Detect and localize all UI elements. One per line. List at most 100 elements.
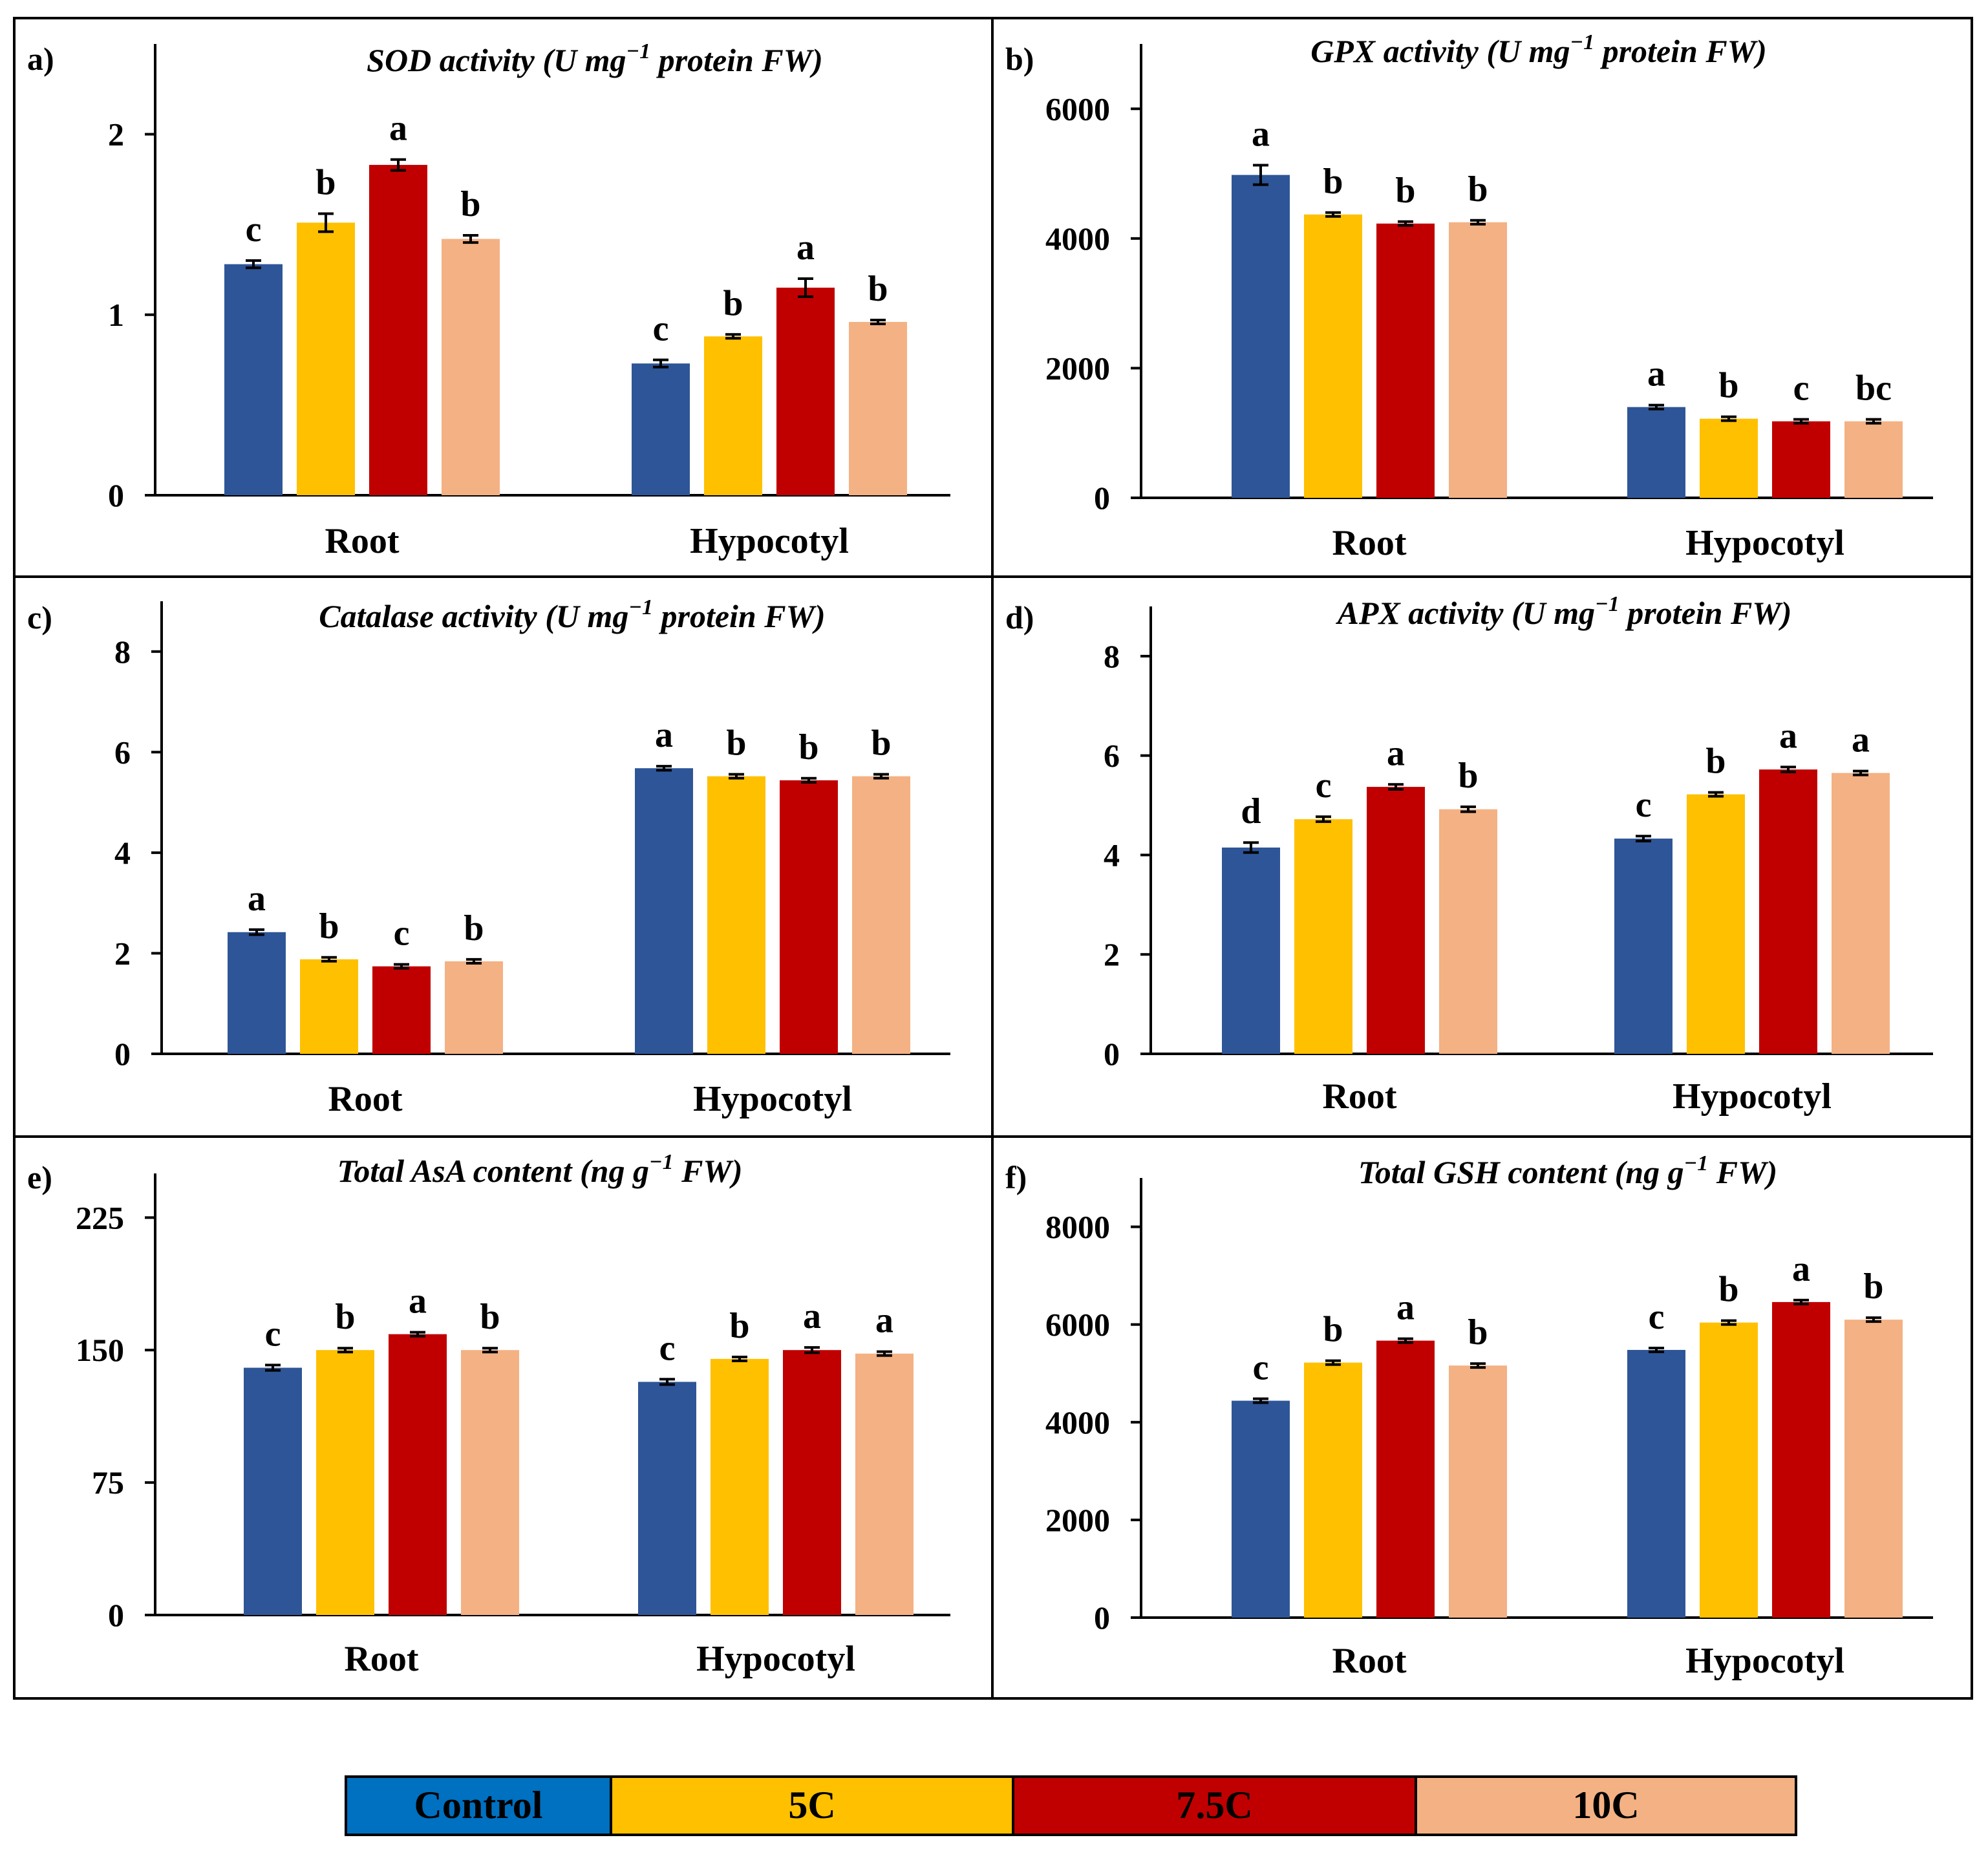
bar-10c-root — [461, 1350, 519, 1615]
bar-control-hypocotyl — [1627, 1349, 1685, 1618]
panel-border — [991, 1135, 1973, 1700]
significance-letter: b — [315, 162, 336, 202]
chart-title: SOD activity (U mg−1 protein FW) — [367, 39, 823, 78]
chart-title: APX activity (U mg−1 protein FW) — [1336, 592, 1792, 631]
panel-e: e) Total AsA content (ng g−1 FW) 0 75 150 225… — [13, 1135, 994, 1700]
significance-letter: b — [871, 723, 891, 764]
legend-swatch-5c — [610, 1775, 1014, 1836]
bar-control-root — [228, 932, 286, 1054]
significance-letter: a — [796, 228, 815, 268]
significance-letter: c — [1316, 765, 1332, 806]
x-category-label: Root — [328, 1079, 402, 1119]
significance-letter: a — [1779, 716, 1797, 756]
significance-letter: c — [1649, 1297, 1665, 1337]
y-tick-label: 8 — [114, 634, 131, 670]
significance-letter: a — [1396, 1288, 1415, 1328]
panel-label: e) — [27, 1159, 52, 1195]
panel-label: a) — [27, 41, 54, 77]
significance-letter: a — [1252, 114, 1270, 155]
bar-10c-root — [1439, 809, 1497, 1054]
bar-75c-hypocotyl — [776, 287, 835, 495]
y-tick-label: 4000 — [1045, 1404, 1110, 1440]
bar-5c-hypocotyl — [704, 336, 762, 495]
y-tick-label: 6000 — [1045, 1307, 1110, 1343]
significance-letter: b — [798, 727, 818, 767]
x-category-label: Hypocotyl — [696, 1639, 855, 1679]
significance-letter: b — [1705, 742, 1726, 782]
bar-10c-hypocotyl — [1832, 773, 1890, 1054]
x-category-label: Root — [1322, 1076, 1396, 1117]
significance-letter: b — [723, 283, 743, 323]
significance-letter: b — [1718, 366, 1738, 406]
significance-letter: b — [1863, 1267, 1883, 1307]
x-category-label: Hypocotyl — [1685, 523, 1844, 563]
significance-letter: a — [655, 715, 673, 755]
bar-10c-hypocotyl — [849, 321, 907, 495]
significance-letter: c — [1636, 785, 1652, 825]
significance-letter: a — [389, 109, 407, 149]
bar-control-hypocotyl — [638, 1382, 696, 1615]
bar-control-root — [1232, 1400, 1290, 1618]
y-tick-label: 6 — [114, 734, 131, 770]
panel-b: b) GPX activity (U mg−1 protein FW) 0 2000 4… — [991, 17, 1973, 578]
y-tick-label: 1 — [108, 297, 124, 333]
significance-letter: a — [1387, 733, 1405, 773]
y-tick-label: 2 — [108, 116, 124, 153]
bar-5c-root — [1304, 1362, 1362, 1618]
significance-letter: a — [1647, 354, 1665, 394]
bar-5c-root — [1304, 214, 1362, 498]
x-category-label: Hypocotyl — [1685, 1641, 1844, 1681]
bar-5c-hypocotyl — [1700, 1322, 1758, 1618]
bar-10c-hypocotyl — [852, 776, 910, 1054]
legend-label: 5C — [788, 1784, 835, 1826]
y-tick-label: 4 — [1104, 837, 1120, 873]
legend-label: 10C — [1572, 1784, 1639, 1826]
significance-letter: c — [246, 209, 262, 250]
panel-label: d) — [1005, 599, 1034, 636]
y-tick-label: 0 — [1104, 1036, 1120, 1072]
significance-letter: b — [1323, 162, 1343, 202]
significance-letter: c — [1793, 369, 1810, 409]
y-tick-label: 2000 — [1045, 350, 1110, 386]
bar-10c-root — [445, 961, 503, 1054]
y-tick-label: 2 — [114, 935, 131, 971]
significance-letter: b — [729, 1306, 749, 1346]
panels: a) SOD activity (U mg−1 protein FW) 0 1 2 Roo… — [13, 17, 1973, 1700]
legend-label: Control — [414, 1784, 543, 1826]
legend-swatch-control — [345, 1775, 612, 1836]
significance-letter: c — [653, 309, 669, 349]
bar-control-hypocotyl — [1627, 407, 1685, 498]
bar-control-hypocotyl — [632, 363, 690, 495]
legend-swatch-75c — [1012, 1775, 1417, 1836]
panel-d: d) APX activity (U mg−1 protein FW) 0 2 4 6 8 R… — [991, 575, 1973, 1138]
bar-75c-root — [1376, 1340, 1435, 1618]
significance-letter: b — [1323, 1310, 1343, 1350]
bar-75c-hypocotyl — [1772, 1301, 1830, 1618]
significance-letter: c — [265, 1314, 281, 1354]
significance-letter: a — [803, 1296, 821, 1336]
significance-letter: b — [460, 184, 480, 224]
significance-letter: b — [1395, 171, 1415, 211]
bar-10c-root — [1449, 222, 1507, 498]
significance-letter: b — [1718, 1270, 1738, 1310]
significance-letter: b — [335, 1297, 355, 1337]
bar-75c-root — [1367, 787, 1425, 1054]
bar-10c-root — [442, 239, 500, 495]
bar-10c-root — [1449, 1365, 1507, 1618]
bar-5c-hypocotyl — [1700, 418, 1758, 498]
y-tick-label: 2 — [1104, 936, 1120, 972]
y-tick-label: 2000 — [1045, 1502, 1110, 1538]
significance-letter: bc — [1855, 369, 1892, 409]
bar-10c-hypocotyl — [1844, 421, 1903, 498]
panel-c: c) Catalase activity (U mg−1 protein FW) 0… — [13, 575, 994, 1138]
x-category-label: Root — [344, 1639, 418, 1679]
bar-control-root — [224, 264, 283, 495]
significance-letter: a — [1792, 1249, 1810, 1289]
y-tick-label: 0 — [108, 1597, 124, 1633]
panel-label: c) — [27, 599, 52, 636]
panel-label: f) — [1005, 1159, 1027, 1195]
y-tick-label: 150 — [76, 1332, 124, 1368]
bar-5c-root — [297, 222, 355, 495]
bar-5c-hypocotyl — [711, 1358, 769, 1615]
